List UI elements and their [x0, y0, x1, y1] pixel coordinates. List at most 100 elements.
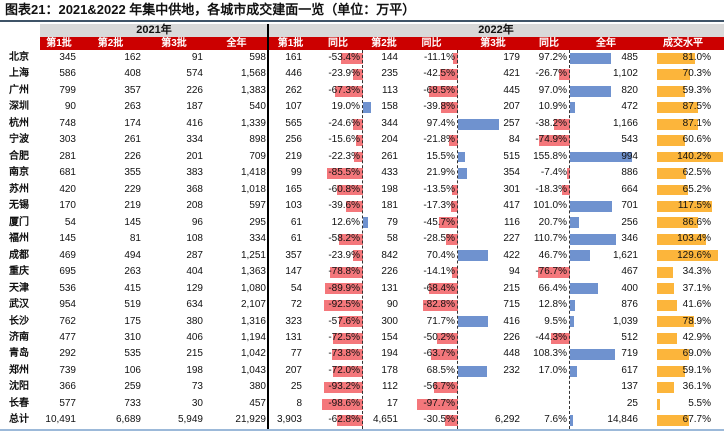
yoy-bar-negative [352, 69, 363, 81]
yoy-cell: -38.2% [528, 116, 570, 132]
value-cell: 715 [503, 299, 520, 311]
yoy-cell: -50.2% [405, 330, 458, 346]
value-cell: 261 [124, 134, 141, 146]
yoy-cell: -15.6% [313, 132, 363, 148]
year-header-row: 2021年 2022年 [0, 24, 724, 37]
level-bar [657, 316, 695, 328]
yoy-value: 7.6% [544, 414, 567, 426]
city-label: 青岛 [9, 348, 29, 360]
value-cell: 477 [59, 331, 76, 343]
value-cell: 61 [290, 233, 302, 245]
yoy-cell: -18.3% [528, 182, 570, 198]
yoy-bar-positive [570, 365, 578, 377]
value-cell: 719 [621, 348, 638, 360]
value-cell: 21,929 [235, 414, 266, 426]
level-cell: 87.5% [642, 99, 724, 115]
yoy-value: 108.3% [533, 348, 567, 360]
level-value: 60.6% [682, 134, 711, 146]
level-cell: 37.1% [642, 281, 724, 297]
yoy-value: -30.5% [423, 414, 455, 426]
value-cell: 165 [285, 183, 302, 195]
yoy-value: -72.5% [328, 331, 360, 343]
level-cell: 59.1% [642, 363, 724, 379]
value-cell: 256 [285, 134, 302, 146]
yoy3-zero-axis [569, 50, 570, 429]
yoy-value: 12.8% [538, 299, 567, 311]
yoy-bar-positive [363, 102, 371, 114]
yoy-bar-positive [458, 250, 488, 262]
value-cell: 300 [381, 315, 398, 327]
level-value: 41.6% [682, 299, 711, 311]
level-bar [657, 135, 686, 147]
level-value: 86.6% [682, 216, 711, 228]
yoy-value: 20.7% [538, 216, 567, 228]
yoy-cell: 66.4% [528, 281, 598, 297]
yoy-bar-positive [458, 365, 487, 377]
value-cell: 404 [186, 266, 203, 278]
value-cell: 433 [381, 167, 398, 179]
value-cell: 292 [59, 348, 76, 360]
yoy-cell: -93.2% [313, 379, 363, 395]
level-bar [657, 349, 690, 361]
yoy-value: -7.4% [540, 167, 567, 179]
yoy-value: 101.0% [533, 200, 567, 212]
value-cell: 368 [186, 183, 203, 195]
yoy-bar-negative [436, 332, 458, 344]
yoy-bar-positive [570, 415, 574, 426]
figure-title: 图表21：2021&2022 年集中供地，各城市成交建面一览（单位：万平） [5, 2, 416, 17]
level-bar [657, 217, 698, 229]
value-cell: 357 [124, 84, 141, 96]
value-cell: 301 [503, 183, 520, 195]
value-cell: 400 [621, 282, 638, 294]
value-cell: 10,491 [45, 414, 76, 426]
table-row: 宁波 303 261 334 898 256 -15.6% 204 -21.8% 84 -74.9%… [0, 132, 724, 148]
value-cell: 617 [621, 364, 638, 376]
yoy-cell: -14.1% [405, 264, 458, 280]
yoy-cell: -7.4% [528, 165, 570, 181]
yoy-bar-positive [570, 102, 575, 114]
value-cell: 30 [191, 397, 203, 409]
level-cell: 86.6% [642, 215, 724, 231]
yoy-value: -21.8% [423, 134, 455, 146]
yoy-value: 15.5% [426, 150, 455, 162]
value-cell: 994 [621, 150, 638, 162]
yoy-cell: 71.7% [405, 314, 489, 330]
city-label: 天津 [9, 282, 29, 294]
level-value: 59.1% [682, 364, 711, 376]
value-cell: 198 [186, 364, 203, 376]
value-cell: 701 [621, 200, 638, 212]
yoy-bar-negative [537, 266, 570, 278]
value-cell: 54 [64, 216, 76, 228]
value-cell: 232 [503, 364, 520, 376]
value-cell: 540 [249, 101, 266, 113]
city-label: 广州 [9, 84, 29, 96]
value-cell: 226 [186, 84, 203, 96]
table-row: 长春 577 733 30 457 8 -98.6% 17 -97.7% 25 5.5% [0, 396, 724, 412]
value-cell: 84 [508, 134, 520, 146]
value-cell: 733 [124, 397, 141, 409]
level-value: 78.9% [682, 315, 711, 327]
value-cell: 215 [503, 282, 520, 294]
value-cell: 416 [186, 117, 203, 129]
table-row: 武汉 954 519 634 2,107 72 -92.5% 90 -82.8% 715 12.8%… [0, 297, 724, 313]
yoy-cell: -85.5% [313, 165, 363, 181]
yoy-bar-negative [336, 415, 363, 426]
yoy-bar-negative [538, 135, 570, 147]
yoy-bar-positive [570, 217, 579, 229]
yoy-value: -67.3% [328, 84, 360, 96]
value-cell: 107 [285, 101, 302, 113]
yoy-value: 97.2% [538, 52, 567, 63]
yoy-cell: -98.6% [313, 396, 363, 412]
level-bar [657, 382, 674, 394]
value-cell: 383 [186, 167, 203, 179]
yoy-value: -68.5% [423, 84, 455, 96]
yoy-value: 70.4% [426, 249, 455, 261]
yoy-bar-negative [562, 184, 570, 196]
level-bar [657, 52, 696, 64]
yoy-cell: 20.7% [528, 215, 579, 231]
city-label: 总计 [9, 414, 29, 426]
yoy-cell: -42.5% [405, 66, 458, 82]
yoy-bar-positive [570, 283, 598, 295]
level-bar [657, 69, 691, 81]
table-row: 郑州 739 106 198 1,043 207 -72.0% 178 68.5% 232 17.0… [0, 363, 724, 379]
